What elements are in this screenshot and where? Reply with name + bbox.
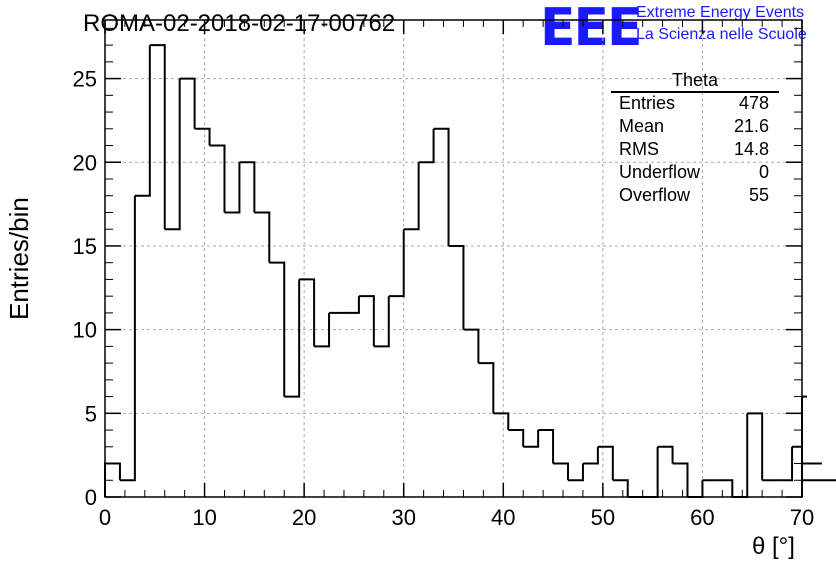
histogram-bin	[523, 430, 540, 448]
logo-mark: EEE	[540, 0, 643, 58]
histogram-bin	[164, 78, 181, 231]
histogram-bin	[239, 161, 256, 213]
y-tick-label: 20	[73, 150, 97, 175]
logo-line-2: La Scienza nelle Scuole	[636, 26, 807, 43]
histogram-bin	[134, 45, 151, 197]
stats-row-rms: RMS 14.8	[619, 139, 769, 161]
stats-box: Theta Entries 478 Mean 21.6 RMS 14.8 Und…	[611, 70, 779, 212]
chart-title: ROMA-02-2018-02-17-00762	[83, 10, 396, 37]
x-tick-label: 20	[292, 505, 316, 530]
stats-key: Entries	[619, 93, 676, 113]
histogram-bin	[568, 463, 584, 482]
y-tick-label: 0	[85, 485, 97, 510]
histogram-bin	[269, 261, 286, 397]
histogram-bin	[553, 462, 570, 481]
histogram-bin	[732, 413, 749, 498]
stats-row-underflow: Underflow 0	[619, 162, 769, 184]
x-tick-label: 30	[391, 505, 415, 530]
x-tick-label: 70	[790, 505, 814, 530]
stats-row-mean: Mean 21.6	[619, 116, 769, 138]
y-axis-label: Entries/bin	[4, 197, 34, 320]
histogram-bin	[582, 446, 599, 465]
histogram-bin	[179, 77, 196, 129]
histogram-bin	[777, 446, 794, 482]
histogram-bin	[224, 162, 241, 214]
histogram-bin	[508, 429, 525, 447]
stats-row-entries: Entries 478	[619, 93, 769, 115]
stats-key: Mean	[619, 116, 665, 136]
histogram-bin	[299, 278, 316, 347]
histogram-bin	[343, 296, 360, 314]
plot-frame	[104, 19, 803, 498]
histogram-bin	[448, 244, 465, 330]
histogram-bin	[433, 127, 450, 246]
histogram-bin	[254, 211, 271, 263]
histogram-bin	[194, 127, 211, 146]
histogram-bin	[388, 229, 405, 298]
histogram-bin	[801, 462, 822, 481]
stats-value: 21.6	[733, 116, 769, 136]
x-tick-label: 60	[690, 505, 714, 530]
x-axis-label: θ [°]	[752, 533, 795, 560]
histogram-bin	[672, 462, 689, 497]
histogram-bin	[717, 479, 734, 497]
histogram-bin	[538, 429, 555, 464]
y-tick-label: 5	[85, 401, 97, 426]
stats-key: RMS	[619, 139, 659, 159]
histogram-bin	[463, 328, 480, 364]
histogram-bin	[792, 396, 803, 448]
stats-value: 478	[738, 93, 769, 113]
histogram-bin	[657, 445, 674, 464]
histogram-bin	[687, 480, 704, 498]
histogram-bin	[358, 295, 375, 347]
histogram-bin	[119, 195, 136, 482]
histogram-bin	[478, 362, 495, 414]
histogram-bin	[801, 479, 836, 497]
y-tick-label: 10	[73, 318, 97, 343]
x-tick-label: 10	[192, 505, 216, 530]
histogram-bin	[493, 412, 510, 431]
histogram-bin	[209, 144, 226, 213]
histogram-bin	[418, 128, 435, 164]
eee-logo: EEE Extreme Energy Events La Scienza nel…	[540, 0, 830, 58]
histogram-bin	[747, 412, 764, 481]
stats-value: 14.8	[733, 139, 769, 159]
stats-value: 0	[758, 162, 769, 182]
histogram-bin	[284, 279, 301, 398]
y-tick-label: 25	[73, 67, 97, 92]
stats-key: Underflow	[619, 162, 701, 182]
histogram-bin	[597, 445, 614, 481]
stats-key: Overflow	[619, 185, 691, 205]
x-tick-label: 50	[591, 505, 615, 530]
histogram-bin	[149, 44, 166, 230]
histogram-bin	[314, 312, 331, 348]
histogram-bin	[612, 479, 629, 497]
histogram-bin	[373, 296, 390, 348]
x-tick-label: 40	[491, 505, 515, 530]
stats-title: Theta	[671, 70, 719, 90]
histogram-bin	[403, 162, 420, 231]
stats-divider	[611, 91, 779, 93]
stats-row-overflow: Overflow 55	[619, 185, 769, 207]
stats-value: 55	[748, 185, 769, 205]
logo-line-1: Extreme Energy Events	[636, 4, 805, 21]
x-tick-label: 0	[99, 505, 111, 530]
y-tick-label: 15	[73, 234, 97, 259]
histogram-bin	[642, 446, 659, 498]
